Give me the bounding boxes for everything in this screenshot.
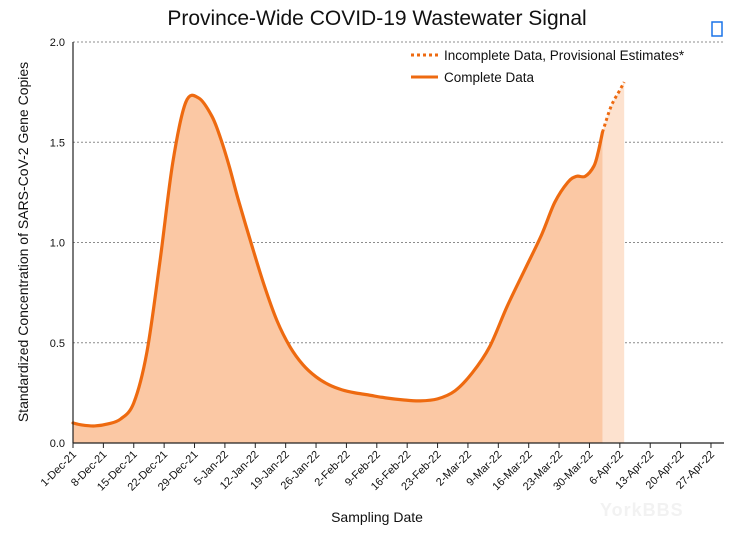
- series-line-complete: [71, 93, 605, 428]
- y-tick-label: 1.0: [50, 238, 65, 250]
- area-fills: [73, 82, 625, 444]
- y-tick-label: 0.5: [50, 338, 65, 350]
- y-tick-label: 1.5: [50, 137, 65, 149]
- corner-marker-icon: [711, 21, 723, 37]
- y-axis-label: Standardized Concentration of SARS-CoV-2…: [15, 62, 31, 422]
- y-tick-labels: 0.0 0.5 1.0 1.5 2.0: [50, 37, 65, 450]
- axes: [72, 42, 724, 448]
- y-tick-label: 2.0: [50, 37, 65, 49]
- legend: Incomplete Data, Provisional Estimates* …: [411, 48, 685, 85]
- chart-title: Province-Wide COVID-19 Wastewater Signal: [167, 7, 586, 30]
- watermark: YorkBBS: [600, 500, 684, 520]
- area-fill-complete: [73, 95, 603, 444]
- x-axis-label: Sampling Date: [331, 509, 423, 525]
- y-tick-label: 0.0: [50, 438, 65, 450]
- area-fill-provisional: [602, 82, 625, 443]
- series-line-provisional: [601, 81, 626, 133]
- x-tick-labels: 1-Dec-218-Dec-2115-Dec-2122-Dec-2129-Dec…: [39, 449, 717, 494]
- legend-label-provisional: Incomplete Data, Provisional Estimates*: [444, 48, 685, 63]
- legend-label-complete: Complete Data: [444, 70, 535, 85]
- series-lines: [71, 81, 626, 428]
